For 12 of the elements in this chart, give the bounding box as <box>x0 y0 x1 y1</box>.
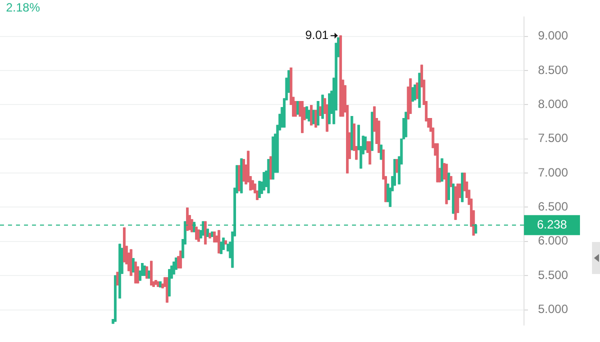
annotation: 9.01 <box>305 28 329 42</box>
y-tick-label: 6.000 <box>538 234 568 248</box>
y-tick-label: 6.500 <box>538 200 568 214</box>
y-tick-label: 7.500 <box>538 131 568 146</box>
y-tick-label: 5.500 <box>538 268 568 282</box>
text: 2.18% <box>6 0 40 14</box>
y-tick-label: 9.000 <box>538 28 568 43</box>
y-tick-label: 8.500 <box>538 62 568 77</box>
ref-line-label: 6.238 <box>536 217 568 232</box>
y-tick-label: 5.000 <box>538 302 568 316</box>
y-tick-label: 8.000 <box>538 97 568 112</box>
y-tick-label: 7.000 <box>538 165 568 180</box>
